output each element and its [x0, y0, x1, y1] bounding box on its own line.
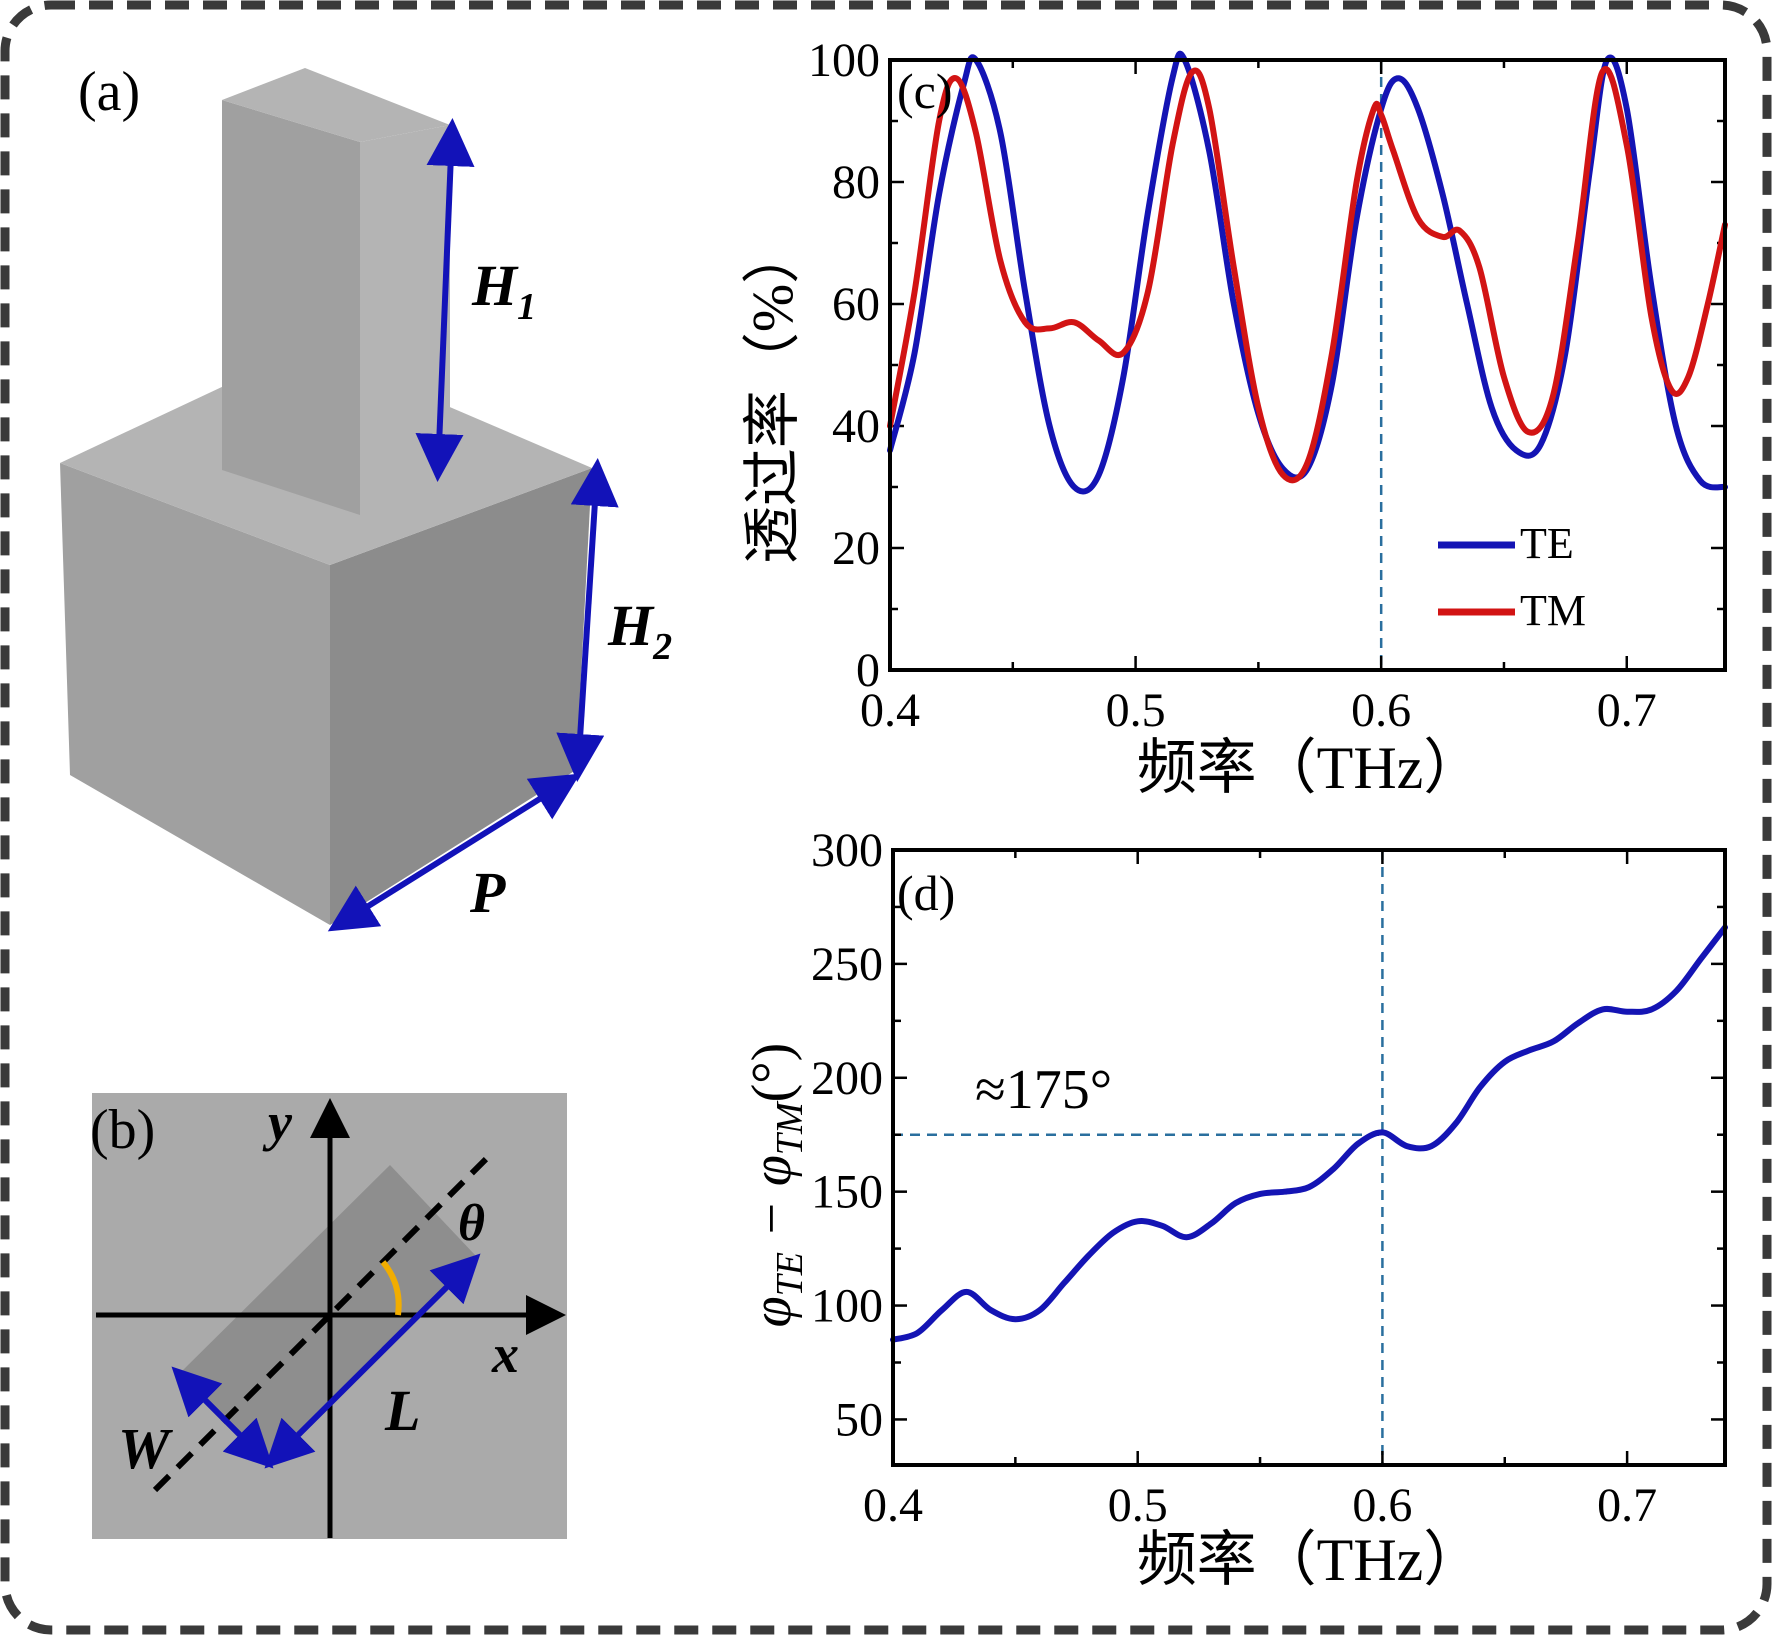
panel-b-top-view: (b) θ x y L W	[90, 1092, 567, 1539]
x-tick-label: 0.6	[1352, 1479, 1412, 1532]
pillar-top-face	[222, 68, 450, 142]
chart-d-ylabel: φTE − φTM(°)	[741, 1043, 811, 1328]
pillar-front-face	[222, 100, 360, 515]
l-dimension-arrow	[264, 1253, 481, 1469]
w-dimension-arrow	[171, 1366, 274, 1469]
y-tick-label: 20	[832, 522, 880, 575]
chart-d-panel-label: (d)	[897, 865, 955, 921]
legend-te-label: TE	[1520, 519, 1574, 568]
panel-b-label: (b)	[90, 1099, 155, 1161]
p-dimension-arrow	[327, 773, 581, 932]
p-label: P	[469, 860, 506, 925]
legend-tm-label: TM	[1520, 586, 1586, 635]
chart-c-xlabel: 频率（THz）	[1137, 735, 1484, 801]
y-tick-label: 250	[811, 938, 883, 991]
y-tick-label: 0	[856, 644, 880, 697]
chart-c-frame	[888, 58, 1727, 672]
y-tick-label: 60	[832, 278, 880, 331]
y-tick-label: 300	[811, 824, 883, 877]
y-tick-label: 80	[832, 156, 880, 209]
x-tick-label: 0.4	[863, 1479, 923, 1532]
y-tick-label: 150	[811, 1166, 883, 1219]
chart-c-legend: TE TM	[1438, 519, 1586, 635]
panel-a-label: (a)	[78, 61, 140, 123]
x-tick-label: 0.7	[1597, 1479, 1657, 1532]
y-tick-label: 100	[811, 1280, 883, 1333]
y-tick-label: 200	[811, 1052, 883, 1105]
chart-d-xlabel: 频率（THz）	[1137, 1527, 1484, 1593]
y-tick-label: 40	[832, 400, 880, 453]
panel-a-structure-3d: (a) H1 H2 P	[60, 61, 672, 932]
x-tick-label: 0.5	[1108, 1479, 1168, 1532]
chart-d-annotation: ≈175°	[975, 1059, 1112, 1121]
lower-block-left-face	[60, 463, 330, 925]
h1-label: H1	[471, 253, 536, 328]
h2-label: H2	[607, 593, 672, 668]
chart-c-panel-label: (c)	[897, 63, 953, 119]
x-tick-label: 0.7	[1597, 684, 1657, 737]
x-tick-label: 0.4	[860, 684, 920, 737]
y-tick-label: 50	[835, 1393, 883, 1446]
w-label: W	[118, 1416, 173, 1481]
h1-dimension-arrow	[415, 118, 475, 482]
x-tick-label: 0.6	[1351, 684, 1411, 737]
series-line-φTE−φTM	[890, 924, 1728, 1343]
chart-c-ylabel: 透过率（%）	[740, 226, 805, 564]
series-line-TM	[887, 66, 1728, 484]
x-tick-label: 0.5	[1106, 684, 1166, 737]
chart-c-transmittance: 0.4 0.5 0.6 0.7 0 20 40 60 80 100 (c) 频率（THz） 透过率…	[740, 34, 1728, 801]
h2-dimension-arrow	[556, 458, 619, 782]
l-label: L	[384, 1378, 420, 1443]
series-line-TE	[887, 50, 1728, 495]
y-tick-label: 100	[808, 34, 880, 87]
y-axis-label: y	[262, 1092, 293, 1152]
x-axis-label: x	[491, 1324, 519, 1384]
theta-label: θ	[458, 1195, 485, 1252]
chart-d-frame	[891, 848, 1727, 1467]
